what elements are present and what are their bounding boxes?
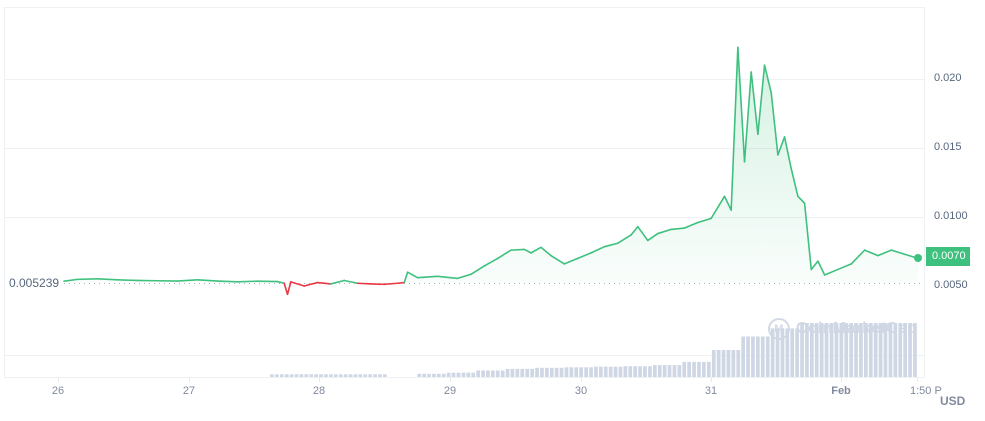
current-price-badge: 0.0070 <box>926 247 970 266</box>
y-tick-label: 0.015 <box>934 141 962 153</box>
current-price-dot[interactable] <box>914 254 922 262</box>
x-tick-label: 31 <box>704 385 718 397</box>
plot-frame <box>4 7 925 378</box>
x-tick-marks <box>58 377 918 382</box>
x-tick-label: 26 <box>51 385 65 397</box>
coinmarketcap-logo-icon: M <box>768 318 790 340</box>
watermark-text: CoinMarketCap <box>796 320 918 337</box>
x-tick-label: 30 <box>574 385 588 397</box>
x-tick-label: 29 <box>443 385 457 397</box>
price-line <box>63 46 919 296</box>
y-tick-label: 0.0050 <box>934 279 968 291</box>
watermark: M CoinMarketCap <box>768 318 917 340</box>
price-area-fill <box>64 47 918 295</box>
x-tick-label: 28 <box>312 385 326 397</box>
y-tick-label: 0.020 <box>934 72 962 84</box>
y-tick-label: 0.0100 <box>934 210 968 222</box>
volume-bars <box>270 323 917 377</box>
currency-label: USD <box>940 394 966 408</box>
x-tick-label: 1:50 P <box>910 385 942 397</box>
x-tick-label: 27 <box>182 385 196 397</box>
x-tick-label: Feb <box>831 385 851 397</box>
baseline-price-label: 0.005239 <box>9 276 60 290</box>
